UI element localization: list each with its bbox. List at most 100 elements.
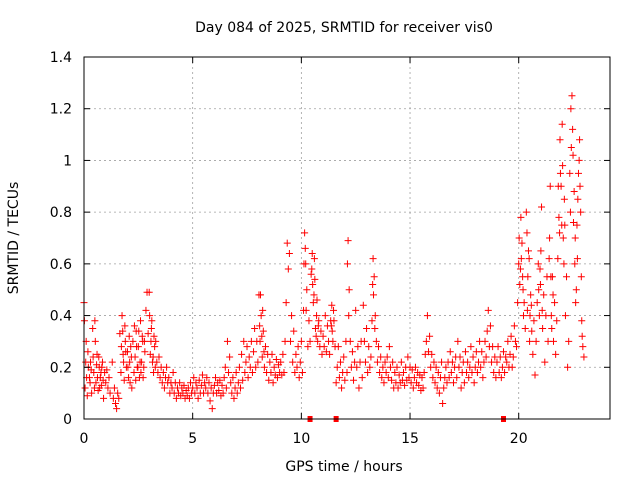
data-point bbox=[332, 379, 340, 387]
data-point bbox=[354, 343, 362, 351]
data-point bbox=[302, 306, 310, 314]
data-point bbox=[87, 366, 95, 374]
data-point bbox=[535, 286, 543, 294]
data-point bbox=[240, 337, 248, 345]
data-point bbox=[343, 368, 351, 376]
data-point bbox=[504, 337, 512, 345]
data-point bbox=[277, 358, 285, 366]
data-point bbox=[574, 169, 582, 177]
data-point bbox=[318, 350, 326, 358]
axis-layer: 0 5 10 15 20 0 0.2 0.4 0.6 0.8 1 1.2 1.4 bbox=[50, 50, 611, 447]
data-point bbox=[529, 350, 537, 358]
data-point bbox=[478, 348, 486, 356]
data-point bbox=[97, 368, 105, 376]
data-point bbox=[230, 394, 238, 402]
data-point bbox=[326, 350, 334, 358]
data-point bbox=[308, 250, 316, 258]
data-point bbox=[308, 265, 316, 273]
data-point bbox=[368, 317, 376, 325]
y-tick-label: 0.2 bbox=[50, 360, 72, 376]
data-point bbox=[537, 247, 545, 255]
data-point bbox=[140, 337, 148, 345]
data-point bbox=[336, 358, 344, 366]
data-point bbox=[222, 384, 230, 392]
data-point bbox=[508, 363, 516, 371]
data-point bbox=[404, 353, 412, 361]
data-point bbox=[248, 368, 256, 376]
data-point bbox=[567, 144, 575, 151]
data-point bbox=[95, 353, 103, 361]
data-point bbox=[521, 325, 529, 332]
data-point bbox=[269, 379, 277, 387]
data-point bbox=[350, 376, 358, 384]
data-point bbox=[268, 350, 276, 358]
data-point bbox=[108, 358, 116, 366]
data-point bbox=[311, 275, 319, 283]
data-point bbox=[126, 358, 134, 366]
data-point bbox=[283, 239, 291, 247]
data-point bbox=[367, 353, 375, 361]
data-point bbox=[298, 368, 306, 376]
data-point bbox=[456, 353, 464, 361]
data-point bbox=[234, 379, 242, 387]
data-point bbox=[373, 358, 381, 366]
data-point bbox=[104, 384, 112, 392]
data-point bbox=[127, 343, 135, 351]
data-point bbox=[539, 325, 547, 332]
data-point bbox=[573, 255, 581, 263]
data-point bbox=[279, 350, 287, 358]
data-point bbox=[358, 374, 366, 382]
data-point bbox=[447, 368, 455, 376]
data-point bbox=[442, 363, 450, 371]
data-point bbox=[455, 363, 463, 371]
data-point bbox=[457, 384, 465, 392]
data-point bbox=[289, 358, 297, 366]
data-point bbox=[128, 384, 136, 392]
data-point bbox=[563, 273, 571, 281]
data-point bbox=[536, 265, 544, 273]
data-point bbox=[260, 363, 268, 371]
data-point bbox=[430, 358, 438, 366]
data-point bbox=[88, 389, 96, 397]
data-point bbox=[185, 394, 193, 402]
y-tick-label: 1.2 bbox=[50, 102, 72, 118]
data-point bbox=[527, 301, 535, 309]
data-point bbox=[256, 322, 264, 330]
data-point bbox=[419, 384, 427, 392]
data-point bbox=[125, 332, 133, 340]
data-point bbox=[470, 379, 478, 387]
data-point bbox=[524, 273, 532, 281]
data-point bbox=[130, 368, 138, 376]
data-point bbox=[121, 322, 129, 330]
data-point bbox=[129, 337, 137, 345]
data-point bbox=[159, 368, 167, 376]
data-point bbox=[559, 234, 567, 242]
data-point bbox=[574, 195, 582, 203]
x-tick-label: 5 bbox=[188, 431, 197, 447]
data-point bbox=[221, 363, 229, 371]
data-point bbox=[307, 270, 315, 278]
data-point bbox=[510, 322, 518, 330]
data-point bbox=[440, 384, 448, 392]
data-point bbox=[330, 306, 338, 314]
data-point bbox=[549, 337, 557, 345]
data-point bbox=[132, 376, 140, 384]
data-point bbox=[114, 389, 122, 397]
data-point bbox=[577, 273, 585, 281]
data-point bbox=[241, 368, 249, 376]
data-point bbox=[426, 332, 434, 340]
y-tick-label: 1 bbox=[63, 153, 72, 169]
data-point bbox=[153, 358, 161, 366]
data-point bbox=[366, 363, 374, 371]
data-point bbox=[484, 306, 492, 314]
data-point bbox=[382, 368, 390, 376]
data-point bbox=[526, 312, 534, 320]
data-point bbox=[473, 368, 481, 376]
data-point bbox=[552, 350, 560, 358]
data-point bbox=[418, 374, 426, 382]
data-point bbox=[115, 394, 123, 402]
data-point bbox=[141, 348, 149, 356]
data-point bbox=[415, 381, 423, 389]
data-point bbox=[450, 379, 458, 387]
